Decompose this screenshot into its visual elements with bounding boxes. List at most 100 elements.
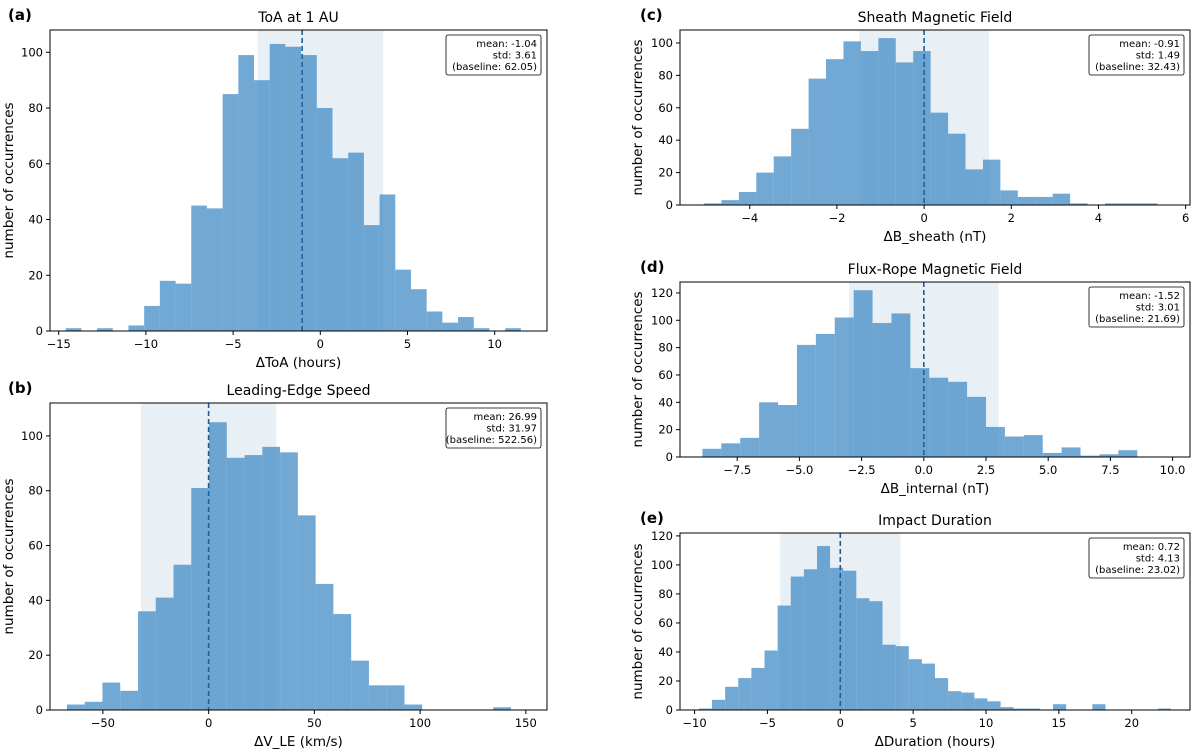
histogram-bar xyxy=(759,402,779,457)
histogram-bar xyxy=(830,567,844,710)
histogram-bar xyxy=(891,313,911,457)
histogram-bar xyxy=(458,317,474,331)
y-tick-label: 120 xyxy=(651,286,673,300)
y-tick-label: 60 xyxy=(28,539,43,553)
axes-frame xyxy=(49,29,548,332)
y-tick-label: 20 xyxy=(658,674,673,688)
histogram-bar xyxy=(740,437,760,457)
histogram-bar xyxy=(721,200,739,205)
y-tick-label: 0 xyxy=(36,703,43,717)
panel-letter: (d) xyxy=(640,258,664,276)
histogram-bar xyxy=(191,205,207,331)
histogram-bar xyxy=(738,192,757,205)
histogram-bar xyxy=(756,172,774,205)
x-axis-label: ΔToA (hours) xyxy=(256,355,341,371)
x-tick-label: 5.0 xyxy=(1039,463,1057,477)
x-tick-label: 2.5 xyxy=(977,463,995,477)
histogram-bar xyxy=(209,422,227,710)
stats-line: mean: -1.52 xyxy=(1119,291,1180,302)
stats-line: std: 3.61 xyxy=(493,51,537,62)
histogram-bar xyxy=(120,690,138,710)
histogram-bar xyxy=(173,564,192,710)
histogram-bar xyxy=(764,650,778,710)
panel-letter: (a) xyxy=(8,6,32,24)
histogram-bar xyxy=(908,659,922,710)
stats-line: (baseline: 62.05) xyxy=(452,62,537,73)
x-tick-label: −2 xyxy=(828,211,845,225)
x-tick-label: 4 xyxy=(1095,211,1102,225)
histogram-bar xyxy=(712,699,726,710)
x-tick-label: −5.0 xyxy=(785,463,813,477)
histogram-bar xyxy=(982,159,1001,205)
y-tick-label: 60 xyxy=(658,101,673,115)
histogram-bars xyxy=(703,38,1158,206)
histogram-bar xyxy=(97,328,113,331)
stats-box xyxy=(1088,286,1185,328)
histogram-bar xyxy=(895,646,909,710)
histogram-bar xyxy=(386,685,405,710)
histogram-bar xyxy=(1122,203,1140,205)
histogram-bar xyxy=(921,663,935,710)
histogram-bar xyxy=(175,283,192,331)
histogram-bar xyxy=(974,698,988,710)
histogram-bars xyxy=(65,43,521,332)
histogram-bar xyxy=(159,280,176,331)
stats-box xyxy=(445,34,542,76)
x-tick-label: −5 xyxy=(759,716,776,730)
x-tick-label: −10 xyxy=(134,337,158,351)
stats-line: std: 1.49 xyxy=(1136,51,1180,62)
histogram-bar xyxy=(853,290,873,457)
x-tick-label: −4 xyxy=(741,211,758,225)
histogram-bars xyxy=(66,422,512,710)
histogram-bar xyxy=(1092,704,1106,710)
x-tick-label: 6 xyxy=(1182,211,1189,225)
histogram-bar xyxy=(803,569,817,710)
histogram-bar xyxy=(84,701,103,710)
histogram-bar xyxy=(882,644,896,710)
y-tick-label: 40 xyxy=(28,213,43,227)
histogram-bar xyxy=(961,692,975,710)
histogram-bar xyxy=(348,152,364,331)
histogram-bar xyxy=(703,203,722,205)
y-tick-label: 40 xyxy=(658,395,673,409)
x-tick-label: −50 xyxy=(91,716,115,730)
histogram-bar xyxy=(1004,436,1024,457)
stats-line: mean: 26.99 xyxy=(473,412,537,423)
panel-title: Flux-Rope Magnetic Field xyxy=(848,262,1023,278)
histogram-bar xyxy=(244,455,263,710)
histogram-bar xyxy=(144,305,160,331)
histogram-bar xyxy=(206,208,223,331)
y-tick-label: 40 xyxy=(28,593,43,607)
x-tick-label: 0 xyxy=(920,211,927,225)
x-tick-label: −5 xyxy=(225,337,242,351)
histogram-bar xyxy=(262,446,281,710)
x-tick-label: 10 xyxy=(487,337,502,351)
y-tick-label: 80 xyxy=(658,68,673,82)
histogram-bar xyxy=(285,46,302,331)
panel-letter: (b) xyxy=(8,379,32,397)
histogram-bar xyxy=(778,405,797,457)
stats-line: mean: 0.72 xyxy=(1123,542,1180,553)
y-tick-label: 40 xyxy=(658,645,673,659)
histogram-bar xyxy=(493,707,512,710)
histogram-bar xyxy=(843,570,857,710)
histogram-bar xyxy=(333,614,352,710)
y-tick-label: 100 xyxy=(651,36,673,50)
y-tick-label: 40 xyxy=(658,133,673,147)
stats-line: mean: -0.91 xyxy=(1119,39,1180,50)
x-tick-label: 50 xyxy=(307,716,322,730)
histogram-bar xyxy=(790,576,804,710)
histogram-bar xyxy=(254,80,270,332)
y-tick-label: 60 xyxy=(658,616,673,630)
histogram-bar xyxy=(1013,708,1027,710)
stats-line: (baseline: 21.69) xyxy=(1095,314,1180,325)
histogram-bar xyxy=(473,328,490,331)
histogram-bar xyxy=(426,311,443,331)
axes-frame xyxy=(679,281,1191,458)
histogram-bar xyxy=(948,691,962,710)
axes-frame xyxy=(679,29,1191,206)
histogram-bar xyxy=(702,448,722,457)
histogram-bar xyxy=(316,108,333,331)
